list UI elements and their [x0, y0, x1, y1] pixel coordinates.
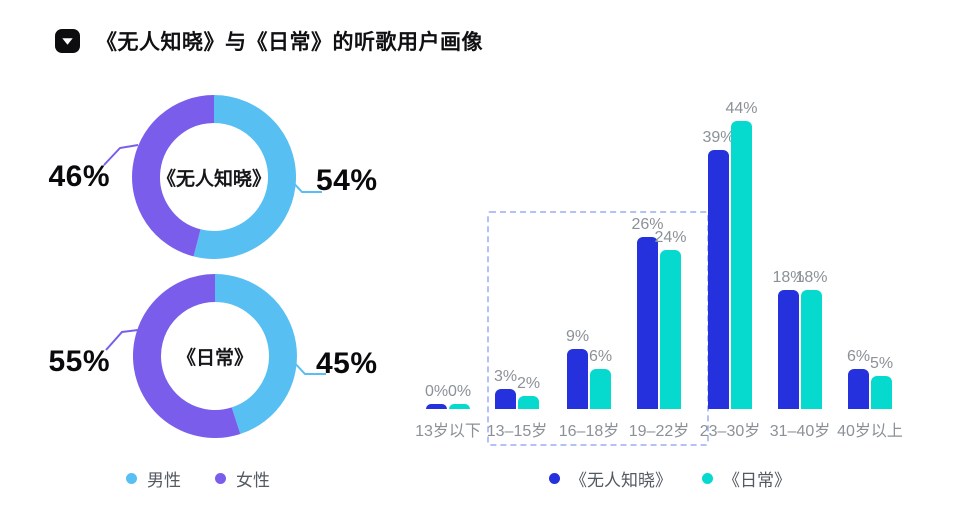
bar-song1-3 — [637, 236, 658, 409]
gender-legend-label-1: 女性 — [236, 471, 270, 490]
category-label-3: 19–22岁 — [628, 423, 690, 440]
bar-song2-0 — [449, 404, 470, 409]
bar-value-song1-5: 18% — [772, 268, 805, 286]
collapse-triangle-icon[interactable] — [55, 29, 80, 53]
song-legend-dot-song2 — [702, 473, 713, 484]
bar-value-song1-2: 9% — [565, 328, 590, 346]
song-legend-label-0: 《无人知晓》 — [570, 471, 672, 490]
bar-song1-1 — [495, 389, 516, 409]
page-title: 《无人知晓》与《日常》的听歌用户画像 — [96, 31, 483, 54]
bar-song2-3 — [660, 249, 681, 409]
bar-value-song1-3: 26% — [631, 215, 664, 233]
donut-song2-slice-male — [214, 274, 297, 434]
gender-legend-item-1: 女性 — [215, 466, 270, 491]
bar-group-2: 9% 6% — [565, 100, 613, 409]
bar-column-song1-6: 6% — [846, 100, 871, 409]
song-legend-dot-song1 — [549, 473, 560, 484]
bar-value-song2-1: 2% — [516, 374, 541, 392]
bar-column-song1-4: 39% — [702, 100, 735, 409]
bar-song2-4 — [731, 121, 752, 409]
bar-value-song2-5: 18% — [795, 268, 828, 286]
bar-song2-2 — [590, 369, 611, 409]
bar-song1-2 — [567, 349, 588, 409]
donut-song2-male-percent-label: 45% — [316, 347, 378, 380]
bar-song2-1 — [518, 395, 539, 409]
bar-value-song2-0: 0% — [447, 383, 472, 400]
bar-song1-6 — [848, 369, 869, 409]
bar-column-song1-2: 9% — [565, 100, 590, 409]
category-label-5: 31–40岁 — [769, 423, 831, 440]
song-legend-item-0: 《无人知晓》 — [549, 466, 672, 491]
bar-group-3: 26% 24% — [631, 100, 687, 409]
bar-value-song1-6: 6% — [846, 348, 871, 366]
bar-column-song1-1: 3% — [493, 100, 518, 409]
song-legend-label-1: 《日常》 — [723, 471, 791, 490]
header: 《无人知晓》与《日常》的听歌用户画像 — [55, 26, 483, 56]
bar-column-song1-3: 26% — [631, 100, 664, 409]
bar-group-4: 39% 44% — [702, 100, 758, 409]
bar-value-song1-1: 3% — [493, 368, 518, 386]
bar-value-song1-4: 39% — [702, 129, 735, 147]
bar-column-song2-2: 6% — [588, 100, 613, 409]
category-label-0: 13岁以下 — [415, 423, 481, 440]
bar-value-song2-6: 5% — [869, 354, 894, 372]
bar-song1-0 — [426, 404, 447, 409]
bar-group-5: 18% 18% — [772, 100, 828, 409]
bar-song2-6 — [871, 375, 892, 409]
donut-song2-slice-female — [133, 274, 241, 438]
bar-value-song2-2: 6% — [588, 348, 613, 366]
bar-column-song2-5: 18% — [795, 100, 828, 409]
donut-song2-female-leader-line — [105, 329, 139, 351]
donut-song2 — [133, 274, 297, 438]
gender-legend-dot-female — [215, 473, 226, 484]
bar-value-song2-4: 44% — [725, 100, 758, 117]
donut-song1-slice-female — [132, 95, 215, 257]
bar-column-song2-3: 24% — [654, 100, 687, 409]
bar-group-6: 6% 5% — [846, 100, 894, 409]
song-legend-item-1: 《日常》 — [702, 466, 791, 491]
bar-value-song1-0: 0% — [424, 383, 449, 400]
donut-song1 — [132, 95, 296, 259]
category-label-2: 16–18岁 — [558, 423, 620, 440]
bar-song2-5 — [801, 289, 822, 409]
age-bar-chart: 0% 0% 13岁以下 3% 2% 13–15岁 9% 6% 16–18岁 26% 24% 19–22… — [415, 100, 961, 450]
bar-song1-5 — [778, 289, 799, 409]
donut-song1-male-leader-line — [288, 177, 322, 193]
gender-legend-dot-male — [126, 473, 137, 484]
donut-song1-male-percent-label: 54% — [316, 164, 378, 197]
category-label-6: 40岁以上 — [837, 423, 903, 440]
donut-song1-female-percent-label: 46% — [48, 160, 110, 193]
bar-song1-4 — [708, 150, 729, 409]
donut-song1-slice-male — [193, 95, 296, 259]
donut-song2-male-leader-line — [290, 358, 326, 375]
bar-column-song1-0: 0% — [424, 100, 449, 409]
gender-legend-label-0: 男性 — [147, 471, 181, 490]
bar-column-song2-4: 44% — [725, 100, 758, 409]
song-legend: 《无人知晓》 《日常》 — [549, 466, 791, 491]
gender-legend: 男性 女性 — [126, 466, 270, 491]
bar-column-song2-0: 0% — [447, 100, 472, 409]
bar-column-song1-5: 18% — [772, 100, 805, 409]
donut-song1-female-leader-line — [103, 144, 139, 166]
category-label-4: 23–30岁 — [699, 423, 761, 440]
bar-value-song2-3: 24% — [654, 228, 687, 246]
gender-legend-item-0: 男性 — [126, 466, 181, 491]
bar-group-0: 0% 0% — [424, 100, 472, 409]
donut-song2-female-percent-label: 55% — [48, 345, 110, 378]
category-label-1: 13–15岁 — [486, 423, 548, 440]
bar-column-song2-6: 5% — [869, 100, 894, 409]
bar-group-1: 3% 2% — [493, 100, 541, 409]
bar-column-song2-1: 2% — [516, 100, 541, 409]
